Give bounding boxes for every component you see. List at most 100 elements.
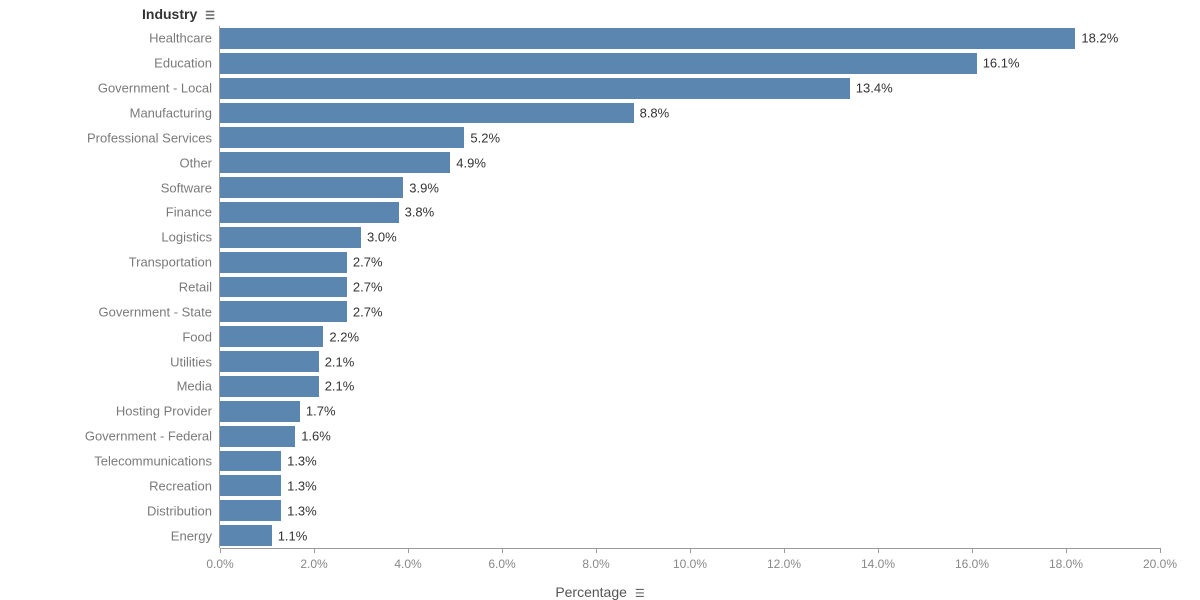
category-label: Utilities: [170, 354, 212, 369]
bar: [220, 376, 319, 397]
bar-row: Media 2.1%: [0, 374, 1200, 399]
bar-row: Other 4.9%: [0, 150, 1200, 175]
sort-desc-icon: ☰: [205, 10, 215, 22]
value-label: 2.7%: [353, 255, 383, 270]
bar: [220, 426, 295, 447]
bar-row: Energy 1.1%: [0, 523, 1200, 548]
value-label: 2.1%: [325, 354, 355, 369]
bar-row: Finance 3.8%: [0, 200, 1200, 225]
sort-desc-icon: ☰: [635, 588, 645, 600]
bar-row: Software 3.9%: [0, 175, 1200, 200]
bar: [220, 103, 634, 124]
bar-row: Healthcare18.2%: [0, 26, 1200, 51]
category-label: Healthcare: [149, 31, 212, 46]
category-label: Manufacturing: [130, 105, 212, 120]
x-tick-label: 14.0%: [861, 557, 895, 571]
x-tick: [502, 548, 503, 553]
x-tick-label: 6.0%: [488, 557, 515, 571]
bar: [220, 326, 323, 347]
x-tick: [314, 548, 315, 553]
value-label: 1.3%: [287, 503, 317, 518]
bar-row: Retail 2.7%: [0, 275, 1200, 300]
x-tick-label: 2.0%: [300, 557, 327, 571]
value-label: 16.1%: [983, 56, 1020, 71]
x-tick: [1066, 548, 1067, 553]
bar: [220, 28, 1075, 49]
bar-row: Government - State 2.7%: [0, 299, 1200, 324]
category-label: Government - Local: [98, 81, 212, 96]
y-axis-title: Industry ☰: [142, 6, 215, 22]
bar: [220, 475, 281, 496]
category-label: Other: [179, 155, 212, 170]
bar-row: Education 16.1%: [0, 51, 1200, 76]
x-tick-label: 18.0%: [1049, 557, 1083, 571]
bar-row: Hosting Provider 1.7%: [0, 399, 1200, 424]
bar: [220, 78, 850, 99]
bar: [220, 152, 450, 173]
value-label: 13.4%: [856, 81, 893, 96]
x-axis-title: Percentage ☰: [555, 584, 644, 600]
bar: [220, 202, 399, 223]
category-label: Retail: [179, 279, 212, 294]
bar: [220, 227, 361, 248]
bar-row: Manufacturing 8.8%: [0, 101, 1200, 126]
category-label: Professional Services: [87, 130, 212, 145]
category-label: Energy: [171, 528, 212, 543]
x-tick: [1160, 548, 1161, 553]
value-label: 1.6%: [301, 429, 331, 444]
x-tick: [220, 548, 221, 553]
value-label: 3.9%: [409, 180, 439, 195]
bar: [220, 401, 300, 422]
value-label: 2.1%: [325, 379, 355, 394]
category-label: Government - State: [99, 304, 212, 319]
bar: [220, 53, 977, 74]
bar: [220, 177, 403, 198]
value-label: 3.0%: [367, 230, 397, 245]
bar: [220, 351, 319, 372]
bar: [220, 451, 281, 472]
x-tick: [972, 548, 973, 553]
value-label: 2.2%: [329, 329, 359, 344]
category-label: Media: [177, 379, 212, 394]
category-label: Recreation: [149, 478, 212, 493]
category-label: Education: [154, 56, 212, 71]
value-label: 5.2%: [470, 130, 500, 145]
category-label: Distribution: [147, 503, 212, 518]
bar: [220, 500, 281, 521]
bar: [220, 525, 272, 546]
industry-percentage-chart: Industry ☰ Percentage ☰ 0.0% 2.0% 4.0% 6.0%…: [0, 0, 1200, 600]
bar-row: Transportation2.7%: [0, 250, 1200, 275]
x-tick-label: 0.0%: [206, 557, 233, 571]
x-tick: [408, 548, 409, 553]
value-label: 3.8%: [405, 205, 435, 220]
category-label: Government - Federal: [85, 429, 212, 444]
category-label: Logistics: [161, 230, 212, 245]
value-label: 2.7%: [353, 279, 383, 294]
x-tick-label: 16.0%: [955, 557, 989, 571]
category-label: Software: [161, 180, 212, 195]
value-label: 1.1%: [278, 528, 308, 543]
bar: [220, 301, 347, 322]
bar-row: Recreation 1.3%: [0, 473, 1200, 498]
x-tick-label: 20.0%: [1143, 557, 1177, 571]
x-tick-label: 4.0%: [394, 557, 421, 571]
x-tick: [690, 548, 691, 553]
bar-row: Food2.2%: [0, 324, 1200, 349]
category-label: Hosting Provider: [116, 404, 212, 419]
value-label: 4.9%: [456, 155, 486, 170]
category-label: Telecommunications: [94, 453, 212, 468]
y-axis-title-text: Industry: [142, 6, 197, 22]
bar: [220, 277, 347, 298]
value-label: 1.3%: [287, 478, 317, 493]
category-label: Finance: [166, 205, 212, 220]
value-label: 8.8%: [640, 105, 670, 120]
x-tick: [878, 548, 879, 553]
x-axis-title-text: Percentage: [555, 584, 627, 600]
bar: [220, 127, 464, 148]
bar-row: Utilities 2.1%: [0, 349, 1200, 374]
value-label: 1.7%: [306, 404, 336, 419]
bar-row: Professional Services 5.2%: [0, 125, 1200, 150]
x-tick: [596, 548, 597, 553]
value-label: 2.7%: [353, 304, 383, 319]
bar-row: Logistics 3.0%: [0, 225, 1200, 250]
